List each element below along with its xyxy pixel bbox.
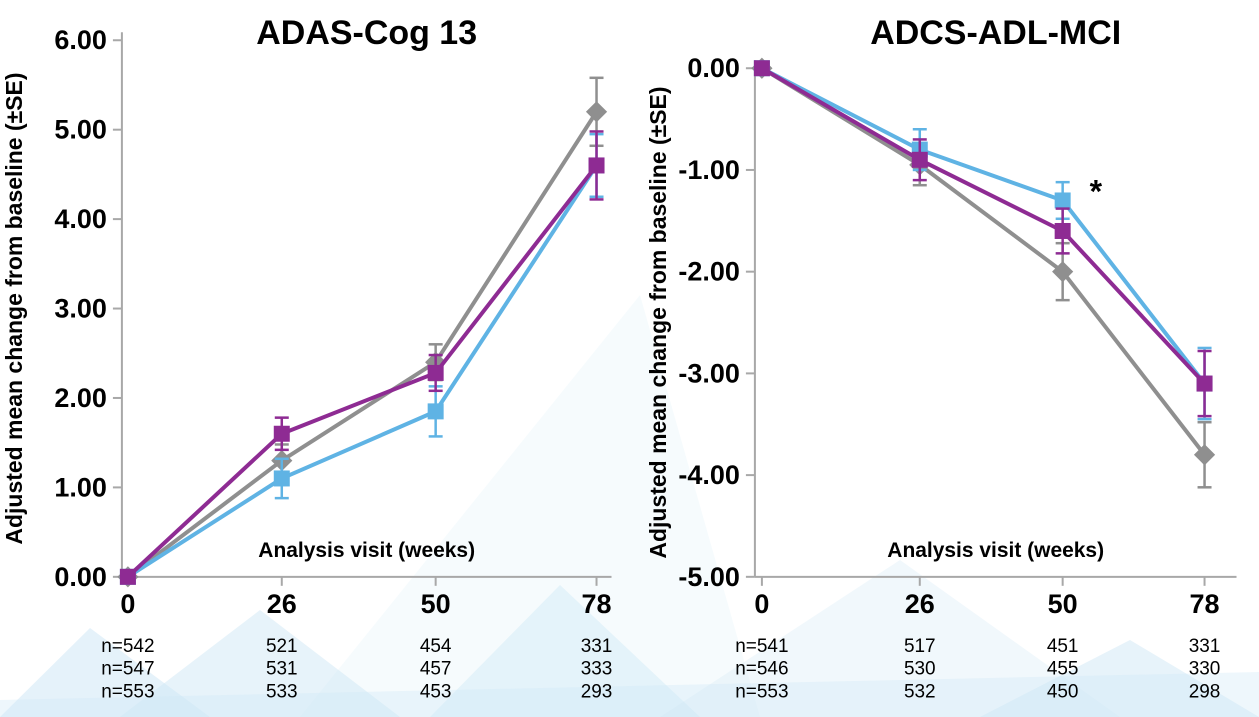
data-point-square xyxy=(273,425,290,442)
chart-panel-adcs-adl-mci: ADCS-ADL-MCI 0.00 -1.00 -2.00 -3.00 -4.00 -5.0… xyxy=(630,0,1259,717)
y-tick-label: 2.00 xyxy=(54,383,106,413)
watermark-polygon xyxy=(660,560,1120,717)
chart-title: ADAS-Cog 13 xyxy=(256,14,477,52)
y-tick-label: -2.00 xyxy=(678,257,739,287)
data-point-square xyxy=(1196,375,1213,392)
x-tick-label: 26 xyxy=(904,589,934,619)
data-point-square xyxy=(588,157,605,174)
series-line xyxy=(760,66,1206,385)
series-line xyxy=(126,164,599,579)
line-chart-adcs-adl-mci: ADCS-ADL-MCI 0.00 -1.00 -2.00 -3.00 -4.00 -5.0… xyxy=(644,14,1237,703)
y-tick-label: -5.00 xyxy=(678,562,739,592)
n-count: 455 xyxy=(1046,659,1078,680)
series-purple-square xyxy=(119,130,605,585)
y-tick-label: 4.00 xyxy=(54,204,106,234)
x-tick-label: 50 xyxy=(1047,589,1077,619)
n-count: 517 xyxy=(903,636,935,657)
y-tick-label: 3.00 xyxy=(54,294,106,324)
line-chart-adas-cog13: ADAS-Cog 13 0.00 1.00 2.00 3.00 4.00 5.00 6.00 0… xyxy=(1,14,613,703)
y-tick-label: 0.00 xyxy=(687,53,740,83)
y-axis-title: Adjusted mean change from baseline (±SE) xyxy=(1,72,27,544)
y-axis-title: Adjusted mean change from baseline (±SE) xyxy=(644,86,670,558)
watermark-polygon xyxy=(430,585,700,717)
series-line xyxy=(126,164,599,579)
data-point-square xyxy=(1054,222,1071,239)
n-count: 531 xyxy=(266,659,298,680)
n-count: n=553 xyxy=(101,682,154,703)
x-tick-label: 78 xyxy=(1189,589,1219,619)
x-axis-title: Analysis visit (weeks) xyxy=(887,539,1104,562)
n-count: 298 xyxy=(1188,682,1220,703)
n-count: 454 xyxy=(420,636,452,657)
series-line xyxy=(126,110,599,579)
n-count: 457 xyxy=(420,659,452,680)
n-count: 453 xyxy=(420,682,452,703)
x-tick-label: 0 xyxy=(120,589,135,619)
y-tick-label: 5.00 xyxy=(54,115,106,145)
watermark-polygon xyxy=(0,672,1259,717)
watermark-polygon xyxy=(300,295,760,717)
n-count: 293 xyxy=(581,682,613,703)
x-tick-label: 50 xyxy=(421,589,451,619)
data-point-square xyxy=(119,568,136,585)
n-count: 333 xyxy=(581,659,613,680)
data-point-diamond xyxy=(585,101,608,123)
n-count: n=542 xyxy=(101,636,154,657)
watermark-polygon xyxy=(120,610,400,717)
n-count: n=553 xyxy=(735,682,788,703)
series-gray-diamond xyxy=(117,76,608,588)
series-line xyxy=(760,66,1206,456)
y-tick-label: -3.00 xyxy=(678,358,739,388)
y-tick-label: -4.00 xyxy=(678,460,739,490)
series-line xyxy=(760,66,1206,385)
n-count: 521 xyxy=(266,636,298,657)
n-count: 331 xyxy=(1188,636,1220,657)
data-point-square xyxy=(273,470,290,487)
series-gray-diamond xyxy=(750,57,1215,489)
data-point-square xyxy=(753,60,770,77)
x-axis-title: Analysis visit (weeks) xyxy=(258,539,475,562)
data-point-square xyxy=(1054,192,1071,209)
y-tick-label: 6.00 xyxy=(54,25,106,55)
n-count: 450 xyxy=(1046,682,1078,703)
x-tick-label: 78 xyxy=(582,589,612,619)
n-count: 532 xyxy=(903,682,935,703)
n-count: n=547 xyxy=(101,659,154,680)
watermark-polygon xyxy=(980,640,1259,717)
series-purple-square xyxy=(753,60,1213,418)
significance-asterisk: * xyxy=(1089,173,1102,209)
data-point-square xyxy=(911,151,928,168)
n-count: 331 xyxy=(581,636,613,657)
x-tick-label: 26 xyxy=(267,589,297,619)
y-tick-label: -1.00 xyxy=(678,155,739,185)
chart-panel-adas-cog13: ADAS-Cog 13 0.00 1.00 2.00 3.00 4.00 5.00 6.00 0… xyxy=(1,14,613,703)
n-count: 451 xyxy=(1046,636,1078,657)
y-tick-label: 1.00 xyxy=(54,472,106,502)
n-count: n=541 xyxy=(735,636,788,657)
n-count: 330 xyxy=(1188,659,1220,680)
chart-title: ADCS-ADL-MCI xyxy=(870,14,1121,52)
data-point-square xyxy=(427,403,444,420)
data-point-square xyxy=(427,364,444,381)
n-count: 530 xyxy=(903,659,935,680)
y-tick-label: 0.00 xyxy=(54,562,106,592)
x-tick-label: 0 xyxy=(754,589,769,619)
n-count: 533 xyxy=(266,682,298,703)
n-count: n=546 xyxy=(735,659,788,680)
series-blue-square xyxy=(753,60,1213,421)
